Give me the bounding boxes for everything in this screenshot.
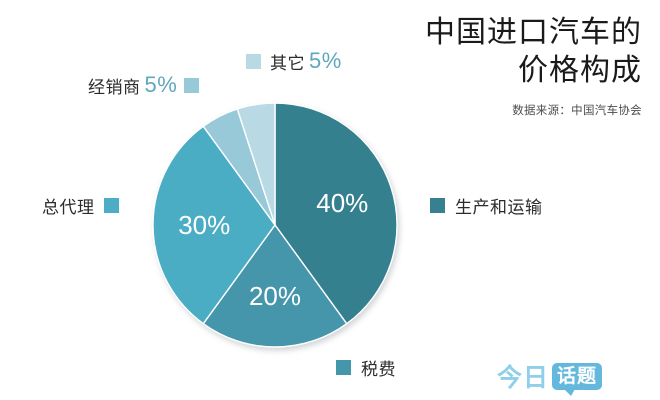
pie-slice[interactable] [274,102,398,325]
pie-svg: 40% 20% 30% [152,102,398,348]
legend-swatch-dealer [184,77,200,93]
callout-tax-label: 税费 [361,360,396,379]
logo-text-primary: 今日 [497,363,550,392]
callout-dealer-label: 经销商 [88,77,141,97]
callout-production-label: 生产和运输 [455,198,543,217]
pie-slices-group [152,102,398,348]
callout-production[interactable]: 生产和运输 [430,193,543,218]
data-source-note: 数据来源：中国汽车协会 [512,105,642,117]
callout-tax[interactable]: 税费 [336,355,396,380]
chart-title-line-2: 价格构成 [518,54,642,87]
pie-slice[interactable] [236,102,276,226]
pie-slice-value-label: 20% [249,281,301,311]
logo-speech-bubble-icon: 话题 [552,362,603,396]
pie-slice-value-label: 30% [178,210,230,240]
callout-other-percent: 5% [309,48,342,73]
legend-swatch-other [246,53,261,69]
chart-title-line-1: 中国进口汽车的 [425,16,642,49]
title-block: 中国进口汽车的 价格构成 数据来源：中国汽车协会 [352,14,642,118]
callout-dealer-percent: 5% [144,72,178,97]
legend-swatch-production [430,198,445,213]
logo-text-bubble: 话题 [557,364,598,387]
pie-chart: 40% 20% 30% [152,102,398,348]
callout-agent-label: 总代理 [42,198,95,217]
pie-slice[interactable] [152,125,276,325]
callout-other[interactable]: 其它 5% [246,48,342,74]
pie-slice-value-label: 40% [316,188,368,218]
watermark-logo: 今日 话题 [497,360,603,396]
callout-other-label: 其它 [270,53,305,73]
pie-slice[interactable] [202,223,348,348]
legend-swatch-agent [103,198,119,213]
callout-agent[interactable]: 总代理 [42,193,119,218]
pie-slices [152,102,398,348]
callout-dealer[interactable]: 经销商 5% [88,72,200,98]
pie-slice-labels: 40% 20% 30% [178,188,368,311]
legend-swatch-tax [336,360,351,375]
